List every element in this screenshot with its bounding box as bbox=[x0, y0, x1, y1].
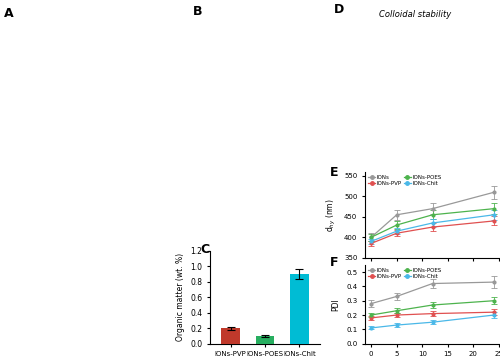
Legend: IONs, IONs-PVP, IONs-POES, IONs-Chit: IONs, IONs-PVP, IONs-POES, IONs-Chit bbox=[368, 268, 442, 280]
Legend: IONs, IONs-PVP, IONs-POES, IONs-Chit: IONs, IONs-PVP, IONs-POES, IONs-Chit bbox=[368, 175, 442, 187]
Text: E: E bbox=[330, 166, 338, 179]
X-axis label: Time (h): Time (h) bbox=[416, 277, 448, 286]
Bar bbox=[221, 328, 240, 344]
Text: C: C bbox=[200, 243, 209, 256]
Text: B: B bbox=[193, 5, 202, 18]
Text: Colloidal stability: Colloidal stability bbox=[379, 10, 451, 19]
Text: F: F bbox=[330, 256, 338, 269]
Bar bbox=[290, 274, 309, 344]
Y-axis label: Organic matter (wt. %): Organic matter (wt. %) bbox=[176, 253, 184, 341]
Text: D: D bbox=[334, 4, 344, 16]
Text: A: A bbox=[4, 7, 14, 20]
Bar bbox=[256, 336, 274, 344]
Y-axis label: PDI: PDI bbox=[332, 298, 340, 311]
Y-axis label: d$_{hy}$ (nm): d$_{hy}$ (nm) bbox=[326, 198, 338, 232]
